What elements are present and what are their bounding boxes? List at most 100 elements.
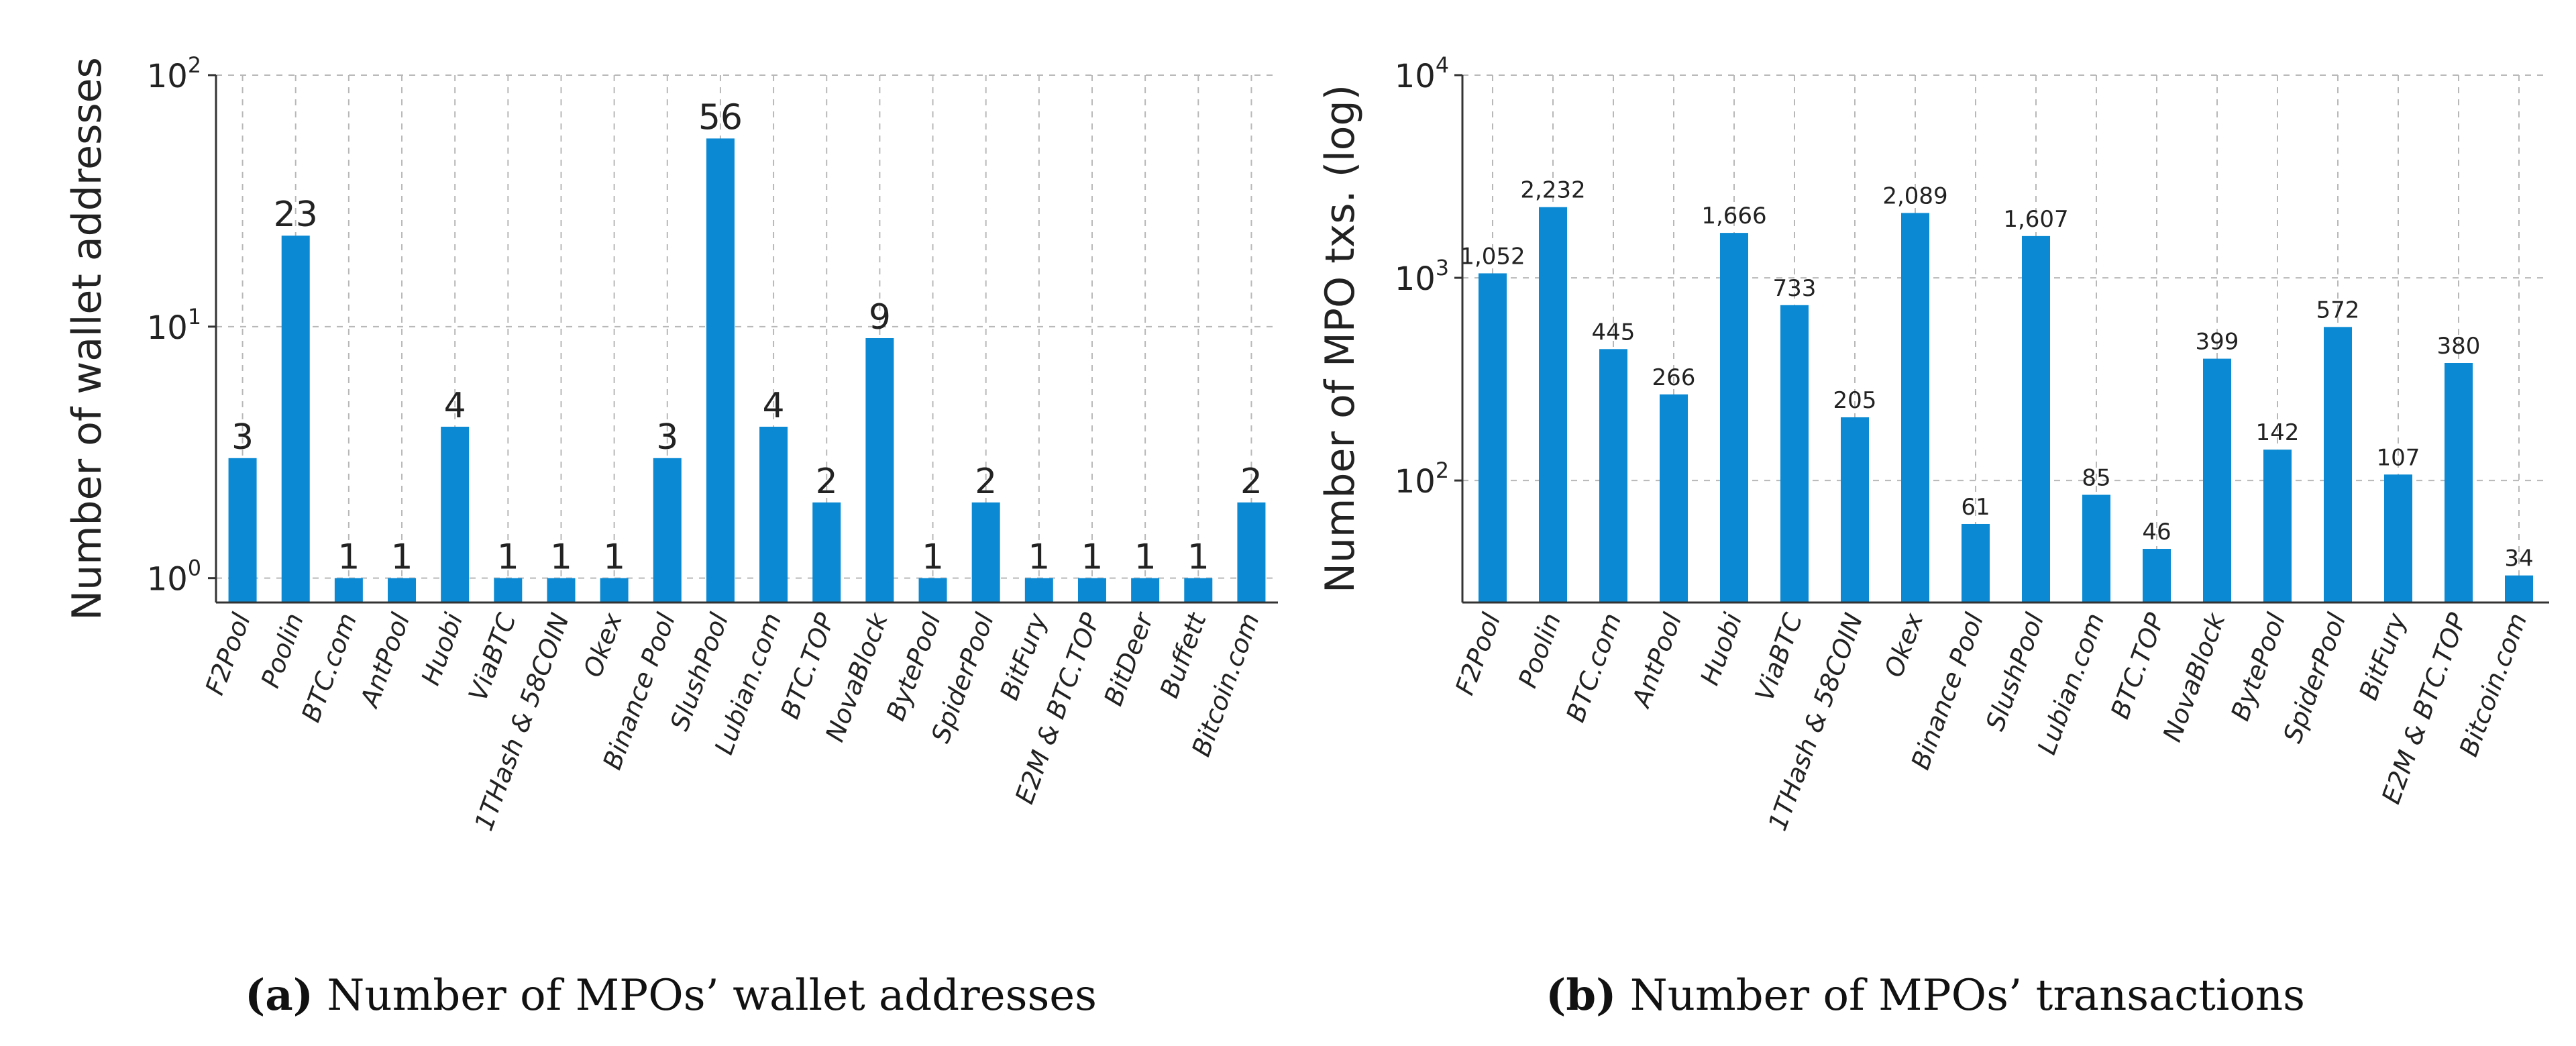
- bar-value-label: 1: [337, 537, 360, 578]
- xtick-label: BTC.TOP: [2105, 609, 2170, 723]
- bar-novablock: [865, 337, 894, 603]
- xtick-label: ViaBTC: [1750, 609, 1809, 705]
- bar-viabtc: [494, 578, 523, 603]
- xtick-label: F2Pool: [1450, 609, 1507, 699]
- bar-value-label: 1: [1028, 537, 1050, 578]
- bar-f2pool: [1479, 273, 1507, 603]
- chart-mpo-transactions: 1021031041,0522,2324452661,6667332052,08…: [1317, 54, 2549, 835]
- ytick-exponent: 0: [188, 557, 201, 581]
- bar-bitcoin-com: [2505, 575, 2533, 603]
- bar-value-label: 1: [603, 537, 625, 578]
- bar-bitfury: [1024, 578, 1053, 603]
- bar-okex: [600, 578, 629, 603]
- xtick-label: SpiderPool: [2277, 609, 2352, 747]
- bar-1thash-58coin: [547, 578, 576, 603]
- bar-poolin: [1539, 207, 1567, 603]
- ytick-label: 104: [1395, 54, 1449, 95]
- y-axis-label: Number of wallet addresses: [64, 57, 111, 621]
- ytick-label: 103: [1395, 256, 1449, 298]
- caption-a: (a) Number of MPOs’ wallet addresses: [245, 970, 1097, 1021]
- bar-value-label: 2: [975, 462, 997, 502]
- bar-bitdeer: [1131, 578, 1160, 603]
- ytick-label: 102: [1395, 459, 1449, 501]
- ytick-label: 101: [147, 305, 201, 347]
- bar-lubian-com: [2082, 494, 2110, 603]
- ytick-base: 10: [1395, 260, 1436, 298]
- xtick-label: ViaBTC: [463, 609, 522, 705]
- bar-value-label: 85: [2082, 464, 2110, 491]
- bar-value-label: 23: [274, 195, 318, 235]
- bar-value-label: 61: [1961, 494, 1990, 521]
- xtick-label: Poolin: [1513, 609, 1567, 692]
- bar-bitcoin-com: [1237, 502, 1266, 603]
- ytick-base: 10: [147, 561, 188, 598]
- caption-a-text: Number of MPOs’ wallet addresses: [313, 971, 1097, 1021]
- bar-value-label: 46: [2142, 519, 2171, 545]
- bar-value-label: 572: [2316, 297, 2360, 323]
- bar-value-label: 266: [1652, 364, 1696, 391]
- bar-value-label: 2: [816, 462, 838, 502]
- xtick-label: Buffett: [1155, 608, 1213, 702]
- bar-novablock: [2203, 358, 2231, 603]
- ytick-exponent: 1: [188, 305, 201, 329]
- bar-slushpool: [2022, 236, 2050, 603]
- ytick-exponent: 4: [1436, 54, 1449, 78]
- bar-value-label: 9: [869, 297, 891, 337]
- xtick-label: Okex: [1879, 609, 1929, 681]
- bar-buffett: [1184, 578, 1213, 603]
- bar-value-label: 2: [1240, 462, 1263, 502]
- bar-value-label: 107: [2377, 444, 2420, 471]
- bar-bitfury: [2384, 474, 2412, 603]
- bar-spiderpool: [971, 502, 1000, 603]
- caption-b-text: Number of MPOs’ transactions: [1616, 971, 2305, 1021]
- xtick-label: Huobi: [1695, 609, 1748, 689]
- xtick-label: NovaBlock: [2157, 608, 2232, 745]
- xtick-label: AntPool: [354, 609, 416, 713]
- bar-value-label: 1: [1081, 537, 1103, 578]
- bar-slushpool: [706, 138, 735, 603]
- bar-e2m-btc-top: [1077, 578, 1106, 603]
- bar-value-label: 3: [656, 417, 678, 458]
- bar-huobi: [441, 427, 470, 603]
- bar-poolin: [281, 236, 310, 603]
- bar-binance-pool: [1962, 523, 1990, 603]
- bar-antpool: [388, 578, 417, 603]
- xtick-label: F2Pool: [200, 609, 257, 699]
- bar-value-label: 399: [2196, 329, 2239, 356]
- ytick-base: 10: [1395, 58, 1436, 95]
- caption-b: (b) Number of MPOs’ transactions: [1546, 970, 2305, 1021]
- bar-f2pool: [228, 458, 257, 603]
- bar-binance-pool: [653, 458, 682, 603]
- bar-value-label: 2,089: [1882, 182, 1947, 209]
- bar-value-label: 34: [2504, 545, 2533, 572]
- xtick-label: AntPool: [1626, 609, 1688, 713]
- bar-value-label: 1: [497, 537, 519, 578]
- bar-value-label: 1: [1134, 537, 1157, 578]
- xtick-label: BTC.com: [1560, 609, 1627, 726]
- xtick-label: Huobi: [415, 609, 468, 689]
- ytick-label: 100: [147, 557, 201, 598]
- bar-okex: [1901, 213, 1929, 603]
- bar-value-label: 380: [2437, 333, 2481, 360]
- bar-btc-top: [812, 502, 841, 603]
- bar-viabtc: [1780, 305, 1809, 603]
- bar-value-label: 56: [698, 97, 743, 138]
- ytick-exponent: 2: [1436, 459, 1449, 483]
- bar-value-label: 1,052: [1460, 243, 1525, 270]
- bar-spiderpool: [2324, 327, 2352, 603]
- ytick-base: 10: [147, 58, 188, 95]
- caption-a-label: (a): [245, 970, 313, 1021]
- xtick-label: BitFury: [994, 609, 1053, 704]
- caption-b-label: (b): [1546, 970, 1616, 1021]
- bar-btc-top: [2143, 549, 2171, 603]
- bar-value-label: 2,232: [1520, 177, 1585, 204]
- xtick-label: BytePool: [2225, 609, 2292, 725]
- bar-antpool: [1660, 394, 1688, 603]
- bar-value-label: 1,607: [2003, 206, 2068, 233]
- bar-value-label: 445: [1592, 319, 1635, 346]
- bar-value-label: 1: [922, 537, 944, 578]
- bar-value-label: 205: [1833, 387, 1877, 414]
- bar-huobi: [1720, 233, 1748, 603]
- ytick-base: 10: [1395, 463, 1436, 501]
